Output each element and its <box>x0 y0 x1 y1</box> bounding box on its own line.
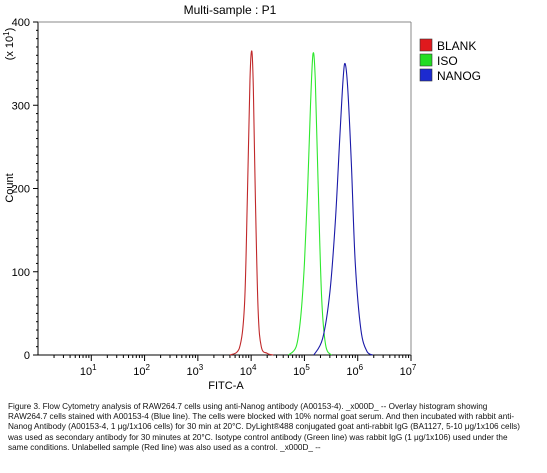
x-tick-exponent: 4 <box>252 363 257 372</box>
legend-swatch-iso <box>419 53 433 67</box>
y-multiplier-suffix: ) <box>4 28 16 32</box>
x-tick-base: 10 <box>240 366 252 378</box>
y-multiplier-exponent: 1 <box>2 31 11 36</box>
x-tick-base: 10 <box>293 366 305 378</box>
legend-label-iso: ISO <box>437 54 458 68</box>
x-tick-exponent: 1 <box>92 363 97 372</box>
y-tick-label: 400 <box>12 17 30 29</box>
x-tick-exponent: 3 <box>199 363 204 372</box>
x-tick-base: 10 <box>80 366 92 378</box>
x-tick-label: 103 <box>187 363 204 378</box>
y-axis-multiplier: (x 101) <box>2 28 16 61</box>
x-tick-exponent: 6 <box>359 363 364 372</box>
y-tick-label: 200 <box>12 184 30 196</box>
x-tick-base: 10 <box>346 366 358 378</box>
legend-label-blank: BLANK <box>437 39 476 53</box>
figure-caption: Figure 3. Flow Cytometry analysis of RAW… <box>8 402 520 452</box>
histogram-series <box>229 50 373 356</box>
legend-swatch-blank <box>419 38 433 52</box>
x-tick-exponent: 7 <box>412 363 417 372</box>
legend-swatch-nanog <box>419 68 433 82</box>
legend-label-nanog: NANOG <box>437 69 481 83</box>
y-axis-ticks: 0 100 200 300 400 <box>12 17 38 362</box>
x-tick-base: 10 <box>133 366 145 378</box>
x-tick-exponent: 5 <box>305 363 310 372</box>
x-axis-ticks: 101 102 103 104 105 106 107 <box>53 355 417 378</box>
x-tick-label: 104 <box>240 363 257 378</box>
y-tick-label: 300 <box>12 100 30 112</box>
x-tick-label: 101 <box>80 363 97 378</box>
x-tick-label: 105 <box>293 363 310 378</box>
x-tick-base: 10 <box>400 366 412 378</box>
series-nanog-line <box>313 62 373 356</box>
y-tick-label: 0 <box>24 350 30 362</box>
x-tick-label: 106 <box>346 363 363 378</box>
x-tick-label: 102 <box>133 363 150 378</box>
x-tick-base: 10 <box>187 366 199 378</box>
x-tick-exponent: 2 <box>145 363 150 372</box>
x-tick-label: 107 <box>400 363 417 378</box>
series-iso-line <box>287 52 332 356</box>
y-axis-label: Count <box>4 173 16 202</box>
x-axis-label: FITC-A <box>208 380 244 392</box>
y-multiplier-prefix: (x 10 <box>4 36 16 60</box>
y-tick-label: 100 <box>12 267 30 279</box>
chart-title: Multi-sample : P1 <box>184 3 277 17</box>
series-blank-line <box>229 50 274 356</box>
plot-area <box>37 21 412 356</box>
